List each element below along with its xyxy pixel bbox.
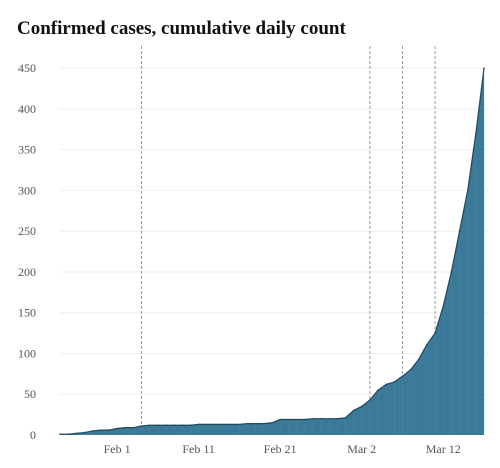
data-point — [442, 305, 445, 307]
area-layer — [59, 67, 485, 436]
y-tick-label: 0 — [30, 428, 36, 442]
x-tick-label: Feb 1 — [104, 442, 131, 456]
data-point — [352, 409, 355, 412]
data-point — [148, 424, 151, 427]
y-tick-label: 250 — [18, 224, 36, 238]
y-axis-ticks: 0 50 100 150 200 250 300 350 400 450 — [18, 61, 36, 442]
data-point — [173, 424, 175, 427]
data-point — [328, 417, 330, 420]
x-tick-label: Feb 11 — [182, 442, 215, 456]
data-point — [311, 417, 314, 420]
data-point — [99, 429, 102, 431]
cases-area — [60, 68, 484, 436]
data-point — [417, 358, 420, 360]
y-tick-label: 300 — [18, 183, 36, 197]
data-point — [189, 424, 192, 427]
data-point — [393, 381, 396, 383]
y-tick-label: 150 — [18, 306, 36, 320]
data-point — [483, 67, 485, 69]
data-point — [238, 423, 241, 426]
data-point — [197, 423, 200, 426]
data-point — [303, 418, 306, 421]
y-tick-label: 50 — [24, 387, 36, 401]
data-point — [287, 418, 290, 421]
x-axis-ticks: Feb 1 Feb 11 Feb 21 Mar 2 Mar 12 — [104, 442, 461, 456]
y-tick-label: 350 — [18, 143, 36, 157]
data-point — [205, 423, 208, 426]
grid-layer — [60, 67, 488, 395]
data-point — [336, 417, 339, 420]
y-tick-label: 100 — [18, 346, 36, 360]
data-point — [434, 332, 436, 334]
data-point — [409, 368, 412, 371]
data-point — [91, 430, 94, 432]
data-point — [279, 418, 281, 421]
y-tick-label: 200 — [18, 265, 36, 279]
data-point — [75, 432, 78, 435]
event-lines-layer — [141, 46, 436, 435]
data-point — [369, 399, 371, 401]
data-point — [140, 425, 143, 427]
data-point — [116, 427, 118, 430]
data-point — [67, 433, 69, 435]
x-tick-label: Mar 12 — [426, 442, 461, 456]
data-point — [59, 433, 61, 435]
data-point — [230, 423, 233, 426]
chart-title: Confirmed cases, cumulative daily count — [17, 18, 346, 39]
data-point — [401, 375, 404, 378]
data-point — [426, 343, 428, 346]
data-point — [475, 132, 477, 135]
data-point — [124, 426, 127, 429]
data-point — [360, 405, 363, 408]
data-point — [295, 418, 298, 421]
x-tick-label: Mar 2 — [347, 442, 376, 456]
data-point — [254, 422, 257, 425]
data-point — [320, 417, 322, 420]
y-tick-label: 400 — [18, 102, 36, 116]
data-point — [181, 424, 184, 427]
data-point — [108, 429, 110, 431]
data-point — [271, 421, 273, 424]
y-tick-label: 450 — [18, 61, 36, 75]
data-point — [466, 189, 469, 192]
data-point — [450, 271, 453, 273]
data-point — [83, 431, 86, 434]
data-point — [344, 417, 347, 419]
data-point — [458, 230, 461, 232]
data-point — [132, 426, 135, 429]
data-point — [214, 423, 216, 426]
data-point — [222, 423, 224, 426]
data-point — [246, 422, 249, 425]
data-point — [385, 383, 387, 386]
data-point — [377, 389, 379, 391]
data-point — [263, 422, 265, 425]
data-point — [165, 424, 167, 427]
data-point — [157, 424, 159, 427]
x-tick-label: Feb 21 — [264, 442, 297, 456]
